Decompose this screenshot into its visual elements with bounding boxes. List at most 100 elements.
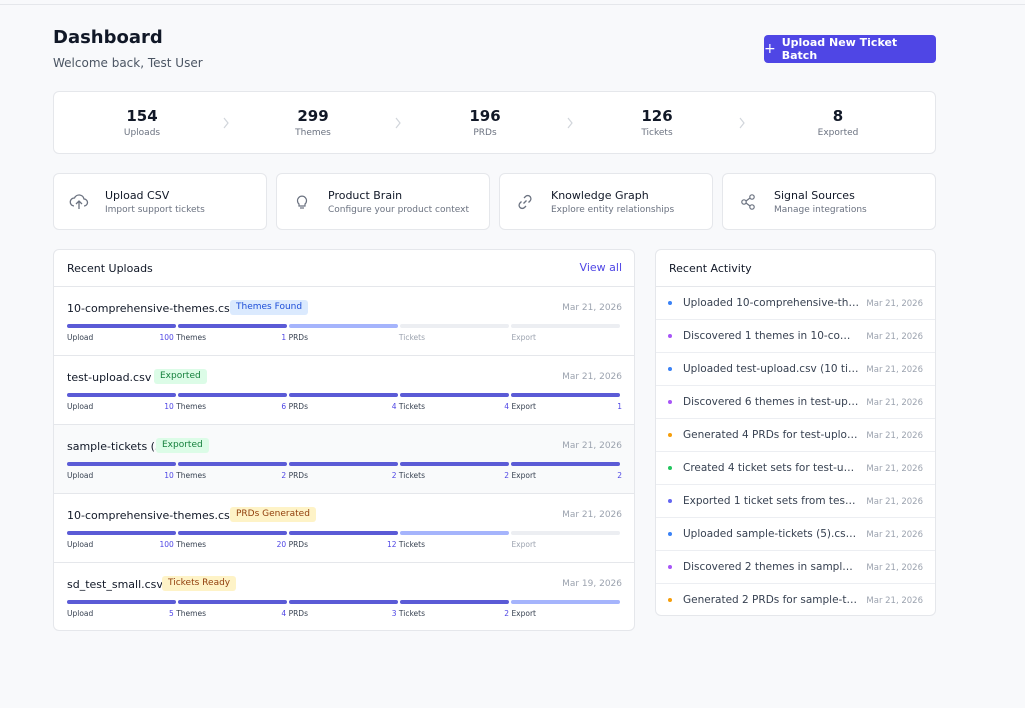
trailing-count: 1 (617, 402, 622, 411)
progress-segment-prds (289, 531, 398, 535)
stage-count: 4 (281, 609, 287, 618)
stage-name: Export (511, 333, 536, 342)
activity-date: Mar 21, 2026 (866, 464, 923, 474)
quick-action-subtitle: Configure your product context (328, 205, 469, 215)
activity-text: Uploaded test-upload.csv (10 tickets) (683, 363, 859, 375)
activity-item[interactable]: Uploaded test-upload.csv (10 tickets) Mar… (656, 353, 935, 386)
stat-tickets[interactable]: 126 Tickets (597, 107, 717, 138)
progress-segment-upload (67, 600, 176, 604)
activity-text: Generated 2 PRDs for sample-tickets (5).… (683, 594, 859, 606)
quick-action-subtitle: Explore entity relationships (551, 205, 675, 215)
activity-item[interactable]: Uploaded sample-tickets (5).csv (10 tick… (656, 518, 935, 551)
trailing-count: 2 (617, 471, 622, 480)
stage-name: Themes (176, 609, 206, 618)
activity-item[interactable]: Exported 1 ticket sets from test-upload.… (656, 485, 935, 518)
progress-segment-prds (289, 324, 398, 328)
stage-label: Export (511, 333, 536, 342)
stage-label: Tickets (399, 333, 425, 342)
activity-item[interactable]: Discovered 6 themes in test-upload.csv Ma… (656, 386, 935, 419)
progress-segment-export (511, 462, 620, 466)
progress-segment-themes (178, 324, 287, 328)
progress-segment-prds (289, 393, 398, 397)
stage-name: Export (511, 540, 536, 549)
status-badge: Tickets Ready (162, 576, 237, 591)
upload-filename[interactable]: sd_test_small.csv (67, 578, 163, 591)
quick-action-signal-sources[interactable]: Signal Sources Manage integrations (722, 173, 936, 230)
stat-prds[interactable]: 196 PRDs (425, 107, 545, 138)
page-title: Dashboard (53, 27, 163, 48)
stat-value: 196 (469, 107, 501, 125)
activity-date: Mar 21, 2026 (866, 365, 923, 375)
stage-name: Export (511, 609, 536, 618)
progress-segment-tickets (400, 531, 509, 535)
activity-item[interactable]: Generated 4 PRDs for test-upload.csv Mar … (656, 419, 935, 452)
activity-item[interactable]: Uploaded 10-comprehensive-themes.csv Mar … (656, 287, 935, 320)
stage-count: 6 (281, 402, 287, 411)
quick-action-title: Upload CSV (105, 189, 170, 202)
stat-label: Uploads (123, 128, 161, 138)
activity-text: Discovered 2 themes in sample-tickets (5… (683, 561, 859, 573)
recent-activity-panel: Recent Activity Uploaded 10-comprehensiv… (655, 249, 936, 616)
activity-text: Generated 4 PRDs for test-upload.csv (683, 429, 859, 441)
stage-label: 4 PRDs (281, 609, 308, 618)
activity-item[interactable]: Discovered 1 themes in 10-comprehensive-… (656, 320, 935, 353)
stat-label: Themes (295, 128, 331, 138)
stage-count: 4 (504, 402, 510, 411)
activity-dot-icon (668, 400, 672, 404)
stage-name: Upload (67, 609, 94, 618)
upload-row[interactable]: test-upload.csv Exported Mar 21, 2026 Uploa… (54, 356, 634, 425)
stage-label: Upload (67, 540, 93, 549)
share-icon (741, 194, 755, 210)
recent-activity-title: Recent Activity (669, 262, 752, 275)
recent-uploads-header: Recent Uploads View all (54, 250, 634, 287)
upload-row[interactable]: 10-comprehensive-themes.csv Themes Found M… (54, 287, 634, 356)
activity-text: Uploaded 10-comprehensive-themes.csv (683, 297, 859, 309)
progress-segment-export (511, 600, 620, 604)
stage-count: 4 (391, 402, 397, 411)
progress-segment-themes (178, 462, 287, 466)
top-divider (0, 4, 1025, 5)
activity-dot-icon (668, 334, 672, 338)
upload-filename[interactable]: 10-comprehensive-themes.csv (67, 302, 237, 315)
activity-item[interactable]: Discovered 2 themes in sample-tickets (5… (656, 551, 935, 584)
upload-row[interactable]: 10-comprehensive-themes.csv PRDs Generate… (54, 494, 634, 563)
stage-name: Tickets (398, 540, 425, 549)
activity-item[interactable]: Generated 2 PRDs for sample-tickets (5).… (656, 584, 935, 615)
stage-label: Upload (67, 471, 93, 480)
stage-name: Export (511, 471, 536, 480)
stage-name: Export (511, 402, 536, 411)
stat-themes[interactable]: 299 Themes (253, 107, 373, 138)
progress-segment-tickets (400, 393, 509, 397)
stage-label: 10 Themes (164, 402, 206, 411)
chevron-right-icon (567, 117, 573, 129)
upload-date: Mar 21, 2026 (562, 372, 622, 382)
stage-label: 2 Export (504, 471, 536, 480)
progress-segment-prds (289, 600, 398, 604)
stage-count: 2 (504, 471, 510, 480)
stat-exported[interactable]: 8 Exported (778, 107, 898, 138)
view-all-link[interactable]: View all (579, 261, 622, 274)
stat-uploads[interactable]: 154 Uploads (82, 107, 202, 138)
upload-row[interactable]: sample-tickets (5).csv Exported Mar 21, 20… (54, 425, 634, 494)
stage-name: Tickets (398, 609, 425, 618)
quick-action-product-brain[interactable]: Product Brain Configure your product con… (276, 173, 490, 230)
upload-row[interactable]: sd_test_small.csv Tickets Ready Mar 19, 20… (54, 563, 634, 630)
upload-filename[interactable]: test-upload.csv (67, 371, 152, 384)
activity-date: Mar 21, 2026 (866, 332, 923, 342)
upload-new-ticket-batch-button[interactable]: + Upload New Ticket Batch (764, 35, 936, 63)
activity-date: Mar 21, 2026 (866, 299, 923, 309)
quick-action-knowledge-graph[interactable]: Knowledge Graph Explore entity relations… (499, 173, 713, 230)
stage-label: 10 Themes (164, 471, 206, 480)
quick-action-upload-csv[interactable]: Upload CSV Import support tickets (53, 173, 267, 230)
chevron-right-icon (223, 117, 229, 129)
activity-date: Mar 21, 2026 (866, 530, 923, 540)
upload-filename[interactable]: 10-comprehensive-themes.csv (67, 509, 237, 522)
link-icon (518, 194, 532, 210)
quick-action-title: Knowledge Graph (551, 189, 649, 202)
stage-name: Upload (67, 540, 94, 549)
stage-name: Themes (176, 540, 206, 549)
quick-action-title: Signal Sources (774, 189, 855, 202)
activity-item[interactable]: Created 4 ticket sets for test-upload.cs… (656, 452, 935, 485)
stage-name: Upload (67, 471, 94, 480)
quick-action-title: Product Brain (328, 189, 403, 202)
